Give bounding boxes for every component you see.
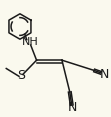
Text: N: N: [99, 68, 109, 81]
Text: NH: NH: [22, 37, 39, 47]
Text: N: N: [67, 101, 77, 114]
Text: S: S: [17, 69, 25, 82]
